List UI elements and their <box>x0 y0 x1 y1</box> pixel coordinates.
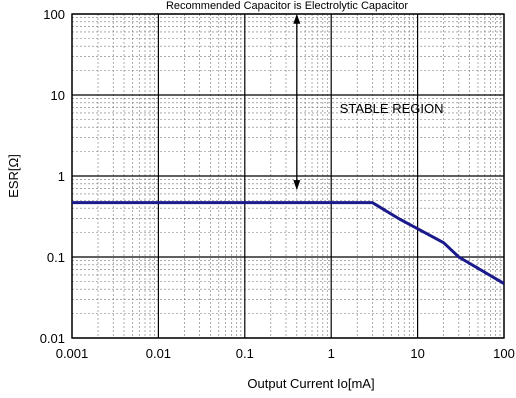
x-tick-label: 1 <box>328 346 335 361</box>
esr-boundary-line <box>72 201 505 285</box>
x-tick-label: 0.1 <box>236 346 254 361</box>
x-tick-label: 10 <box>410 346 424 361</box>
y-tick-label: 1 <box>58 169 65 184</box>
y-tick-label: 0.01 <box>40 331 65 346</box>
x-tick-label: 0.001 <box>56 346 89 361</box>
y-tick-label: 100 <box>43 7 65 22</box>
annotation-group: STABLE REGION <box>293 13 444 191</box>
x-tick-label: 100 <box>493 346 515 361</box>
y-tick-labels: 0.01 0.1 1 10 100 <box>40 7 65 346</box>
chart-title: Recommended Capacitor is Electrolytic Ca… <box>166 0 408 12</box>
y-tick-label: 10 <box>51 88 65 103</box>
stable-region-arrow-head-down <box>293 180 301 191</box>
x-axis-title: Output Current Io[mA] <box>247 376 374 391</box>
plot-area-border <box>71 13 505 339</box>
series-group <box>72 201 505 285</box>
x-tick-label: 0.01 <box>146 346 171 361</box>
x-tick-labels: 0.001 0.01 0.1 1 10 100 <box>56 346 515 361</box>
y-axis-title: ESR[Ω] <box>6 154 21 198</box>
stable-region-label: STABLE REGION <box>340 101 444 116</box>
y-tick-label: 0.1 <box>47 250 65 265</box>
stable-region-arrow-head-up <box>293 13 301 24</box>
plot-frame <box>71 13 505 339</box>
